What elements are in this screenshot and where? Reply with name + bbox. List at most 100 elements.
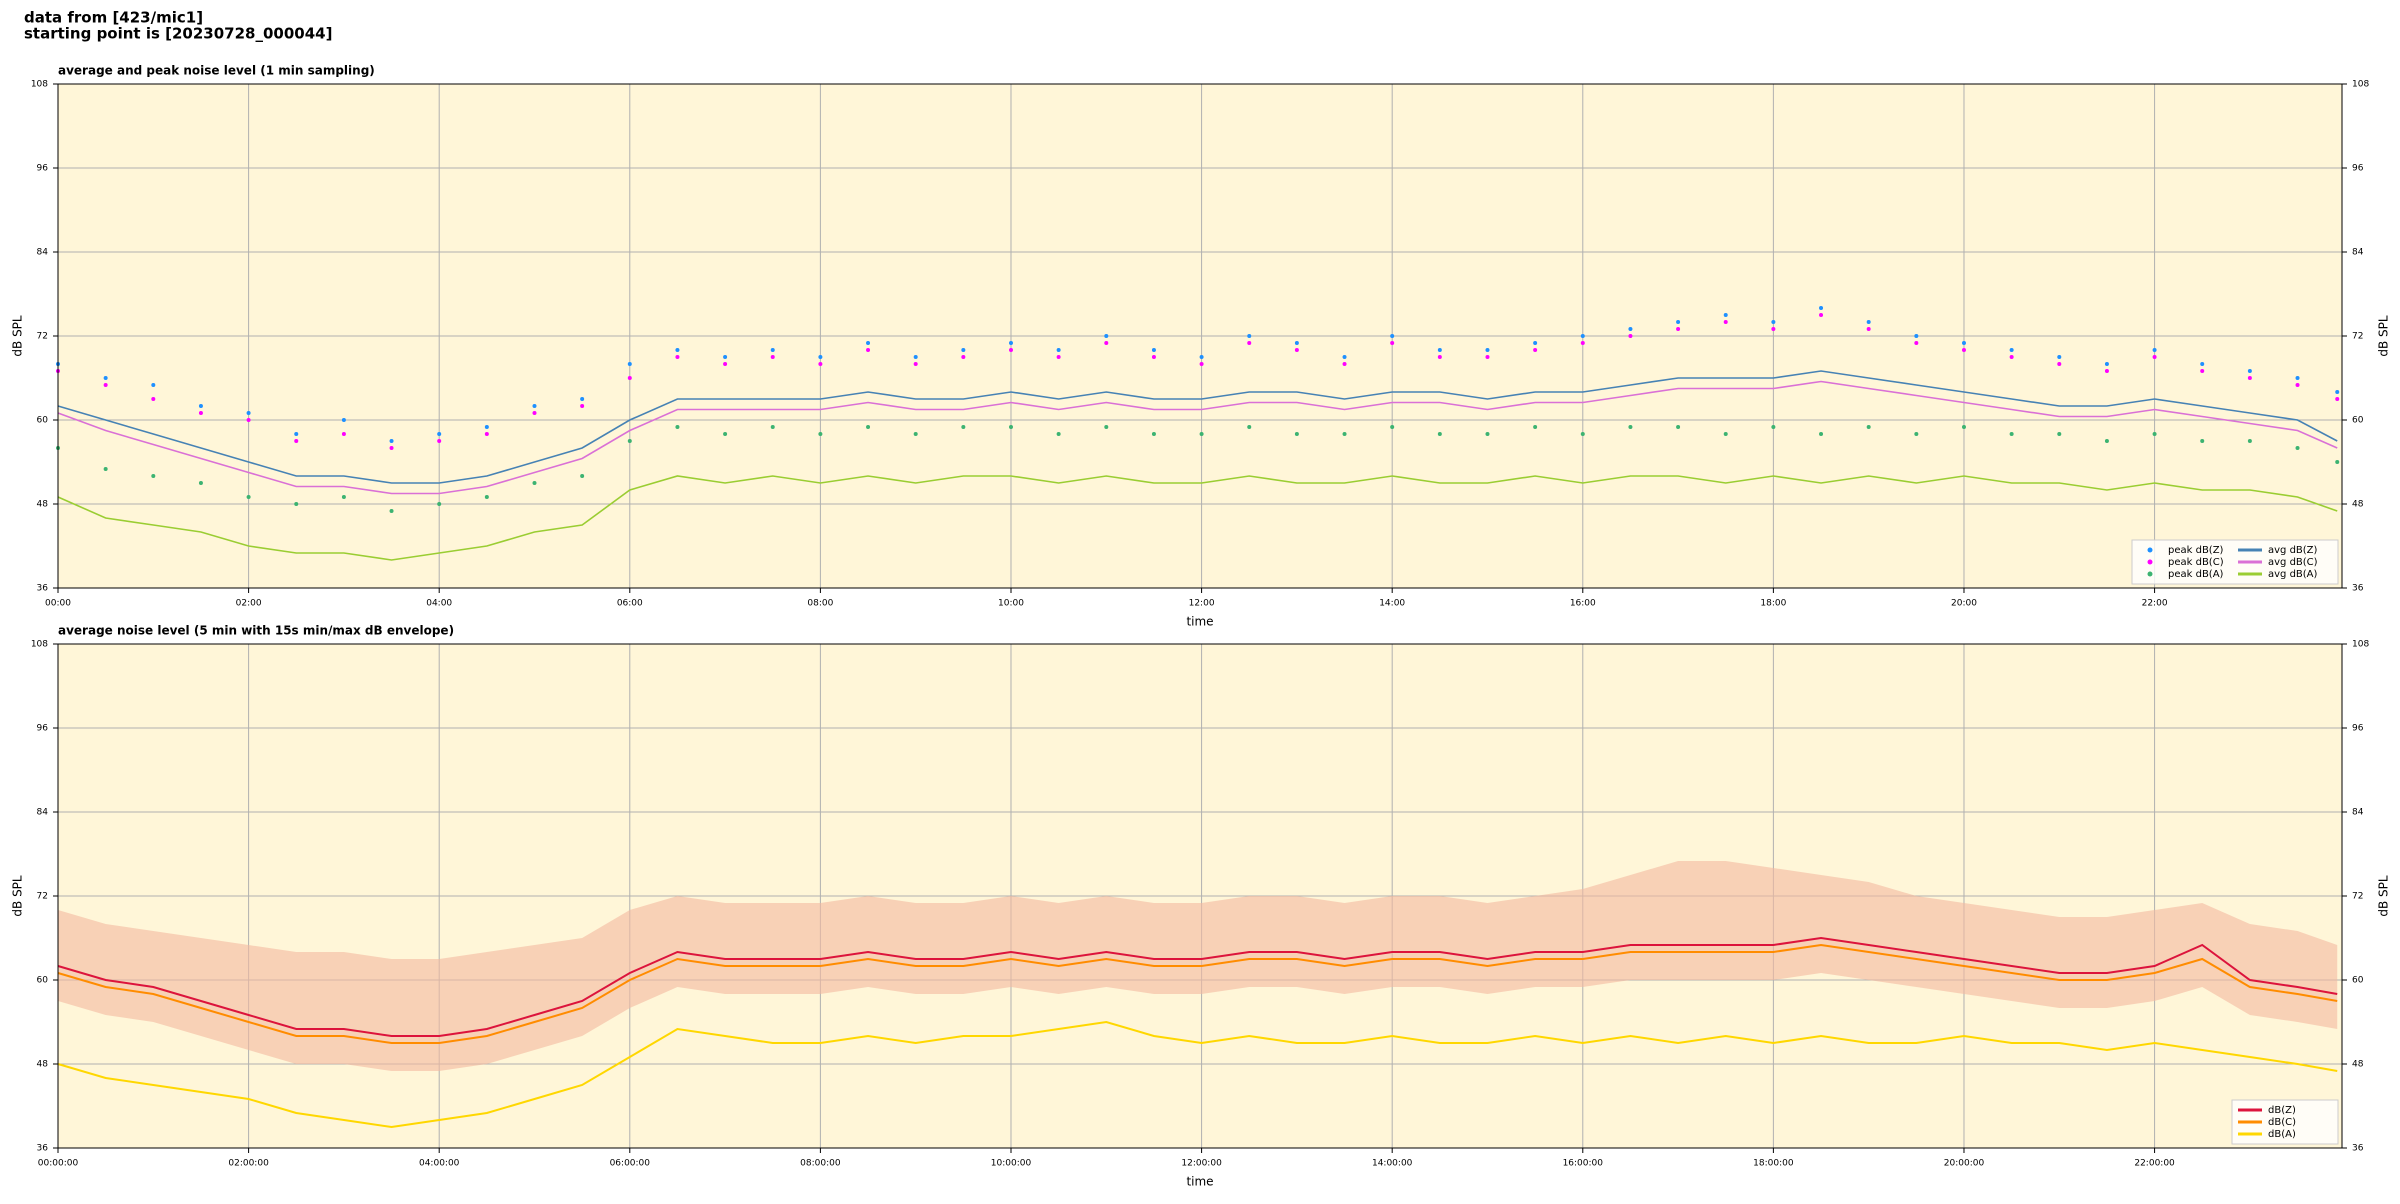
peak-point	[198, 481, 203, 485]
y2-tick-label: 48	[2352, 1060, 2364, 1070]
peak-point	[437, 439, 442, 443]
peak-point	[1056, 432, 1061, 436]
series-line	[57, 380, 2338, 495]
peak-point	[1485, 348, 1490, 352]
peak-point	[675, 355, 680, 359]
x-tick-label: 10:00	[998, 599, 1024, 609]
chart-title: average noise level (5 min with 15s min/…	[58, 624, 454, 638]
y-tick-label: 108	[31, 640, 48, 650]
peak-point	[1151, 348, 1156, 352]
peak-point	[913, 355, 918, 359]
peak-point	[770, 355, 775, 359]
peak-point	[2009, 355, 2014, 359]
peak-point	[723, 362, 728, 366]
peak-point	[627, 439, 632, 443]
x-tick-label: 18:00	[1760, 599, 1786, 609]
peak-point	[1247, 425, 1252, 429]
peak-point	[2104, 369, 2109, 373]
peak-point	[1914, 334, 1919, 338]
peak-point	[2057, 355, 2062, 359]
peak-point	[103, 376, 108, 380]
y-tick-label: 84	[37, 248, 49, 258]
peak-point	[1485, 432, 1490, 436]
x-tick-label: 14:00	[1379, 599, 1405, 609]
x-tick-label: 04:00	[426, 599, 452, 609]
peak-point	[627, 362, 632, 366]
x-tick-label: 18:00:00	[1753, 1159, 1794, 1169]
peak-point	[580, 397, 585, 401]
legend-label: dB(Z)	[2268, 1105, 2296, 1116]
peak-point	[532, 481, 537, 485]
series-line	[57, 936, 2338, 1037]
peak-point	[151, 474, 156, 478]
y-tick-label: 36	[37, 584, 49, 594]
peak-point	[1151, 355, 1156, 359]
peak-point	[1104, 425, 1109, 429]
peak-point	[294, 432, 299, 436]
peak-point	[2152, 348, 2157, 352]
peak-point	[1056, 355, 1061, 359]
y2-tick-label: 36	[2352, 584, 2364, 594]
peak-point	[1104, 334, 1109, 338]
peak-point	[532, 404, 537, 408]
peak-point	[2104, 362, 2109, 366]
y2-tick-label: 60	[2352, 416, 2364, 426]
peak-point	[1819, 313, 1824, 317]
legend-label: peak dB(C)	[2168, 557, 2224, 568]
peak-point	[437, 432, 442, 436]
peak-point	[866, 341, 871, 345]
peak-point	[1199, 432, 1204, 436]
peak-point	[913, 362, 918, 366]
legend-marker	[2147, 559, 2153, 565]
peak-point	[103, 467, 108, 471]
peak-point	[1294, 341, 1299, 345]
peak-point	[2247, 439, 2252, 443]
x-tick-label: 16:00:00	[1563, 1159, 1604, 1169]
peak-point	[627, 376, 632, 380]
x-tick-label: 04:00:00	[419, 1159, 460, 1169]
peak-point	[389, 446, 394, 450]
peak-point	[1247, 334, 1252, 338]
y-tick-label: 84	[37, 808, 49, 818]
y-tick-label: 72	[37, 332, 48, 342]
y-tick-label: 60	[37, 416, 49, 426]
legend-box	[2131, 539, 2339, 585]
peak-point	[532, 411, 537, 415]
peak-point	[198, 404, 203, 408]
peak-point	[341, 418, 346, 422]
peak-point	[723, 355, 728, 359]
y2-tick-label: 84	[2352, 248, 2364, 258]
peak-point	[341, 495, 346, 499]
peak-point	[2295, 383, 2300, 387]
peak-point	[1151, 432, 1156, 436]
peak-point	[2335, 397, 2340, 401]
y-tick-label: 96	[37, 164, 49, 174]
peak-point	[1914, 341, 1919, 345]
series-line	[57, 370, 2338, 484]
y2-tick-label: 108	[2352, 640, 2369, 650]
legend-marker	[2147, 571, 2153, 577]
peak-point	[1628, 334, 1633, 338]
peak-point	[1342, 355, 1347, 359]
x-tick-label: 02:00	[236, 599, 262, 609]
peak-point	[1342, 362, 1347, 366]
y2-axis-label: dB SPL	[2377, 875, 2391, 917]
peak-point	[1819, 306, 1824, 310]
peak-point	[437, 502, 442, 506]
peak-point	[1199, 362, 1204, 366]
peak-point	[246, 411, 251, 415]
y2-tick-label: 108	[2352, 80, 2369, 90]
peak-point	[1961, 348, 1966, 352]
peak-point	[2057, 432, 2062, 436]
peak-point	[1676, 327, 1681, 331]
peak-point	[580, 404, 585, 408]
y-tick-label: 72	[37, 892, 48, 902]
x-tick-label: 20:00	[1951, 599, 1977, 609]
peak-point	[1580, 334, 1585, 338]
x-tick-label: 10:00:00	[991, 1159, 1032, 1169]
y2-tick-label: 36	[2352, 1144, 2364, 1154]
peak-point	[1866, 320, 1871, 324]
peak-point	[341, 432, 346, 436]
peak-point	[1533, 348, 1538, 352]
